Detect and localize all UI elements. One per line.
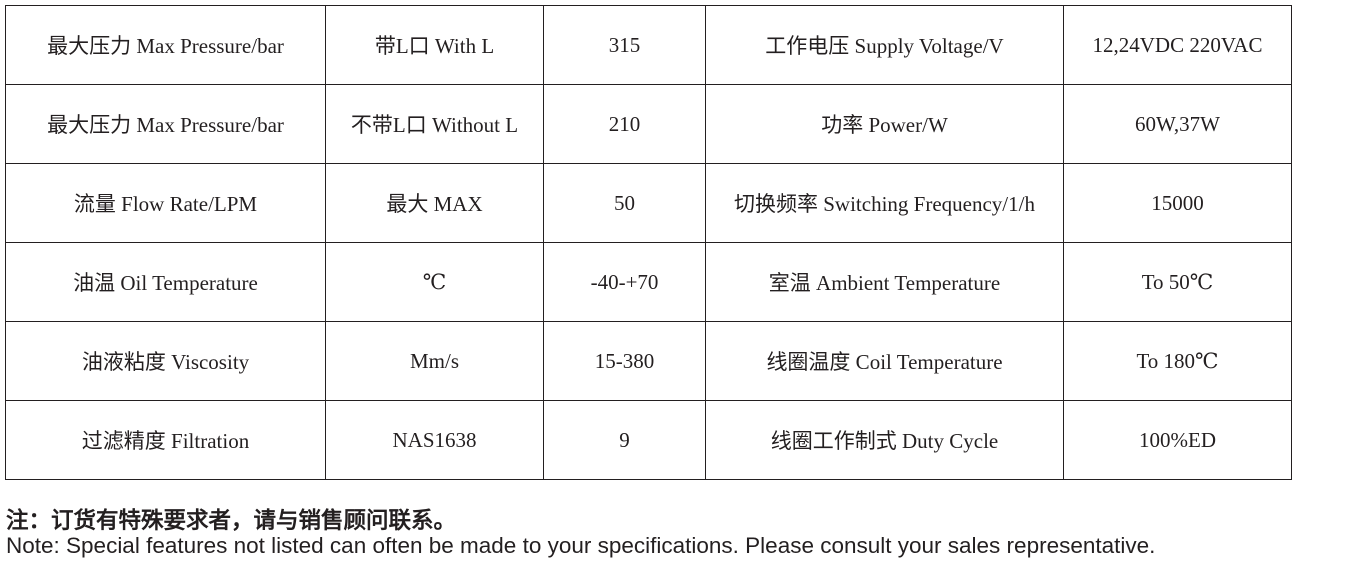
electrical-parameter-label-cell: 切换频率 Switching Frequency/1/h (705, 163, 1064, 243)
value-cell: 15-380 (543, 321, 706, 401)
value-cell: -40-+70 (543, 242, 706, 322)
value-cell: 50 (543, 163, 706, 243)
value-cell: 9 (543, 400, 706, 480)
parameter-label-cell: 油温 Oil Temperature (5, 242, 326, 322)
table-row: 最大压力 Max Pressure/bar 带L口 With L 315 工作电压 S… (5, 5, 1292, 85)
parameter-label-cell: 最大压力 Max Pressure/bar (5, 84, 326, 164)
value-cell: 210 (543, 84, 706, 164)
condition-cell: 最大 MAX (325, 163, 544, 243)
electrical-value-cell: 12,24VDC 220VAC (1063, 5, 1292, 85)
table-row: 油液粘度 Viscosity Mm/s 15-380 线圈温度 Coil Temper… (5, 321, 1292, 401)
condition-cell: 带L口 With L (325, 5, 544, 85)
condition-cell: 不带L口 Without L (325, 84, 544, 164)
parameter-label-cell: 流量 Flow Rate/LPM (5, 163, 326, 243)
electrical-value-cell: 100%ED (1063, 400, 1292, 480)
electrical-parameter-label-cell: 线圈工作制式 Duty Cycle (705, 400, 1064, 480)
table-row: 过滤精度 Filtration NAS1638 9 线圈工作制式 Duty Cycle… (5, 400, 1292, 480)
electrical-value-cell: To 50℃ (1063, 242, 1292, 322)
note-english: Note: Special features not listed can of… (6, 533, 1156, 558)
electrical-parameter-label-cell: 室温 Ambient Temperature (705, 242, 1064, 322)
table-row: 油温 Oil Temperature ℃ -40-+70 室温 Ambient Tem… (5, 242, 1292, 322)
note-chinese: 注：订货有特殊要求者，请与销售顾问联系。 (6, 508, 457, 533)
parameter-label-cell: 最大压力 Max Pressure/bar (5, 5, 326, 85)
table-row: 流量 Flow Rate/LPM 最大 MAX 50 切换频率 Switching F… (5, 163, 1292, 243)
electrical-parameter-label-cell: 工作电压 Supply Voltage/V (705, 5, 1064, 85)
condition-cell: NAS1638 (325, 400, 544, 480)
table-row: 最大压力 Max Pressure/bar 不带L口 Without L 210 功率… (5, 84, 1292, 164)
electrical-parameter-label-cell: 线圈温度 Coil Temperature (705, 321, 1064, 401)
parameter-label-cell: 油液粘度 Viscosity (5, 321, 326, 401)
parameter-label-cell: 过滤精度 Filtration (5, 400, 326, 480)
value-cell: 315 (543, 5, 706, 85)
specifications-table: 最大压力 Max Pressure/bar 带L口 With L 315 工作电压 S… (5, 5, 1292, 480)
electrical-parameter-label-cell: 功率 Power/W (705, 84, 1064, 164)
electrical-value-cell: 60W,37W (1063, 84, 1292, 164)
condition-cell: Mm/s (325, 321, 544, 401)
electrical-value-cell: To 180℃ (1063, 321, 1292, 401)
electrical-value-cell: 15000 (1063, 163, 1292, 243)
condition-cell: ℃ (325, 242, 544, 322)
